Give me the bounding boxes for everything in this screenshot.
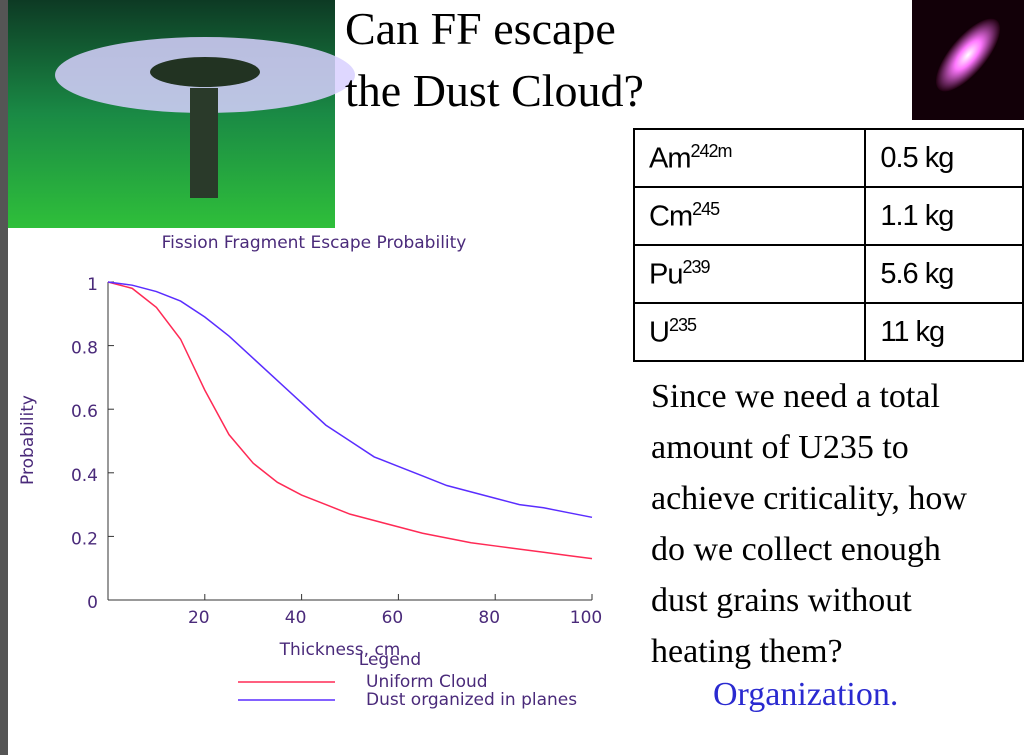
cell: Cm245 bbox=[632, 186, 867, 246]
x-tick-label: 20 bbox=[188, 608, 210, 628]
paragraph-line: heating them? bbox=[651, 633, 843, 670]
answer: Organization. bbox=[713, 676, 899, 713]
x-tick-label: 40 bbox=[285, 608, 307, 628]
isotope: 239 bbox=[682, 256, 710, 277]
x-tick-label: 100 bbox=[570, 608, 602, 628]
cell: 5.6 kg bbox=[864, 244, 1024, 304]
x-axis-label: Thickness, cm bbox=[279, 640, 401, 660]
series-line bbox=[107, 281, 593, 560]
legend-title: Legend bbox=[359, 650, 421, 670]
cell: 0.5 kg bbox=[864, 128, 1024, 188]
y-tick-label: 1 bbox=[87, 275, 98, 295]
cell: Am242m bbox=[632, 128, 867, 188]
isotope: 242m bbox=[690, 140, 733, 161]
photo-left bbox=[8, 0, 355, 228]
title-line: the Dust Cloud? bbox=[345, 65, 644, 116]
cell: U235 bbox=[632, 302, 867, 362]
cell: Pu239 bbox=[632, 244, 867, 304]
x-tick-label: 80 bbox=[478, 608, 500, 628]
chart-title: Fission Fragment Escape Probability bbox=[162, 233, 467, 253]
element: Cm bbox=[649, 200, 693, 233]
isotope: 235 bbox=[668, 314, 697, 335]
paragraph-line: achieve criticality, how bbox=[651, 480, 967, 517]
y-tick-label: 0.4 bbox=[71, 466, 98, 486]
legend-label: Uniform Cloud bbox=[366, 672, 488, 692]
title-line: Can FF escape bbox=[345, 3, 616, 54]
y-tick-label: 0.2 bbox=[71, 529, 98, 549]
y-tick-label: 0.8 bbox=[71, 339, 98, 359]
y-tick-label: 0 bbox=[87, 593, 98, 613]
legend-label: Dust organized in planes bbox=[366, 690, 577, 710]
paragraph-line: amount of U235 to bbox=[651, 429, 909, 466]
paragraph-line: do we collect enough bbox=[651, 531, 941, 568]
paragraph-line: dust grains without bbox=[651, 582, 912, 619]
isotope: 245 bbox=[692, 198, 720, 219]
y-tick-label: 0.6 bbox=[71, 402, 98, 422]
y-axis-label: Probability bbox=[18, 395, 38, 485]
x-tick-label: 60 bbox=[382, 608, 404, 628]
photo-right bbox=[912, 0, 1024, 120]
series-line bbox=[107, 281, 593, 519]
element: Am bbox=[649, 142, 691, 175]
cell: 1.1 kg bbox=[864, 186, 1024, 246]
cell: 11 kg bbox=[864, 302, 1024, 362]
element: U bbox=[649, 316, 670, 349]
side-strip bbox=[0, 0, 8, 755]
element: Pu bbox=[649, 258, 683, 291]
paragraph-line: Since we need a total bbox=[651, 378, 940, 415]
isotope-table: Am242m 0.5 kg Cm245 1.1 kg Pu239 5.6 kg U23… bbox=[632, 128, 1024, 362]
